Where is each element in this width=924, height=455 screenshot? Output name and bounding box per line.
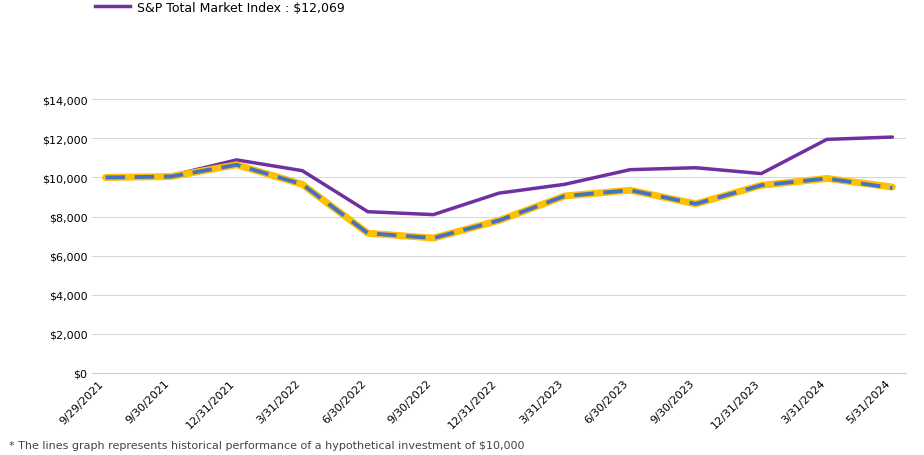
Text: * The lines graph represents historical performance of a hypothetical investment: * The lines graph represents historical …	[9, 440, 525, 450]
Legend: S&P Kensho Smart Factories ETF : $9,460, S&P Kensho Smart Factories Index : $9,5: S&P Kensho Smart Factories ETF : $9,460,…	[94, 0, 407, 15]
